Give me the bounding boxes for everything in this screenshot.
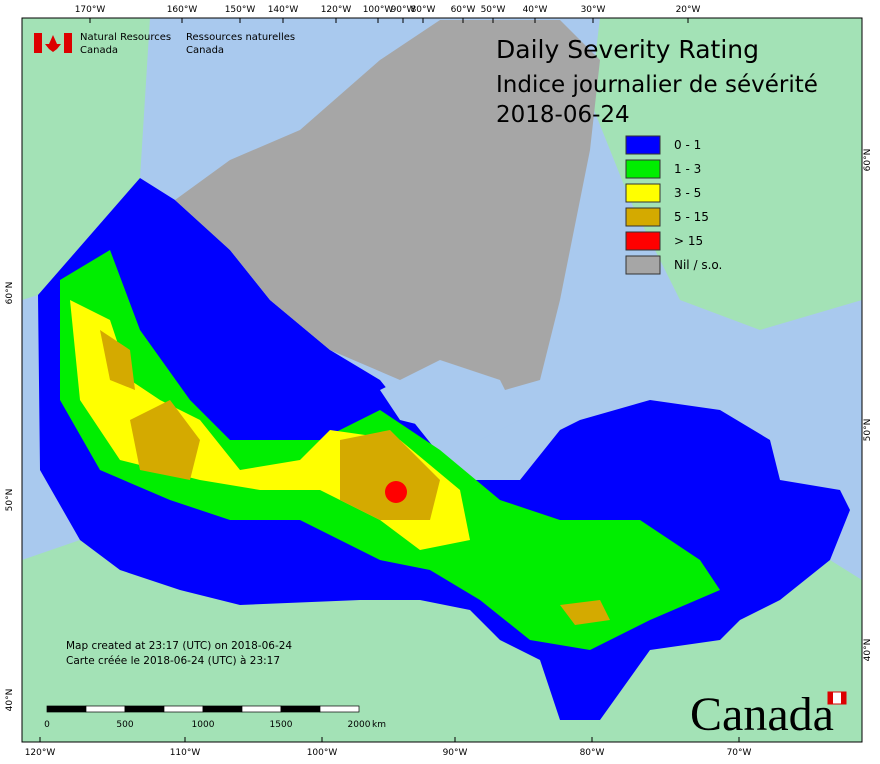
scale-label: 500	[116, 720, 133, 730]
axis-label: 120°W	[25, 748, 56, 758]
axis-label: 50°N	[5, 489, 15, 512]
scale-segment	[163, 705, 204, 713]
scale-label: 2000	[348, 720, 371, 730]
axis-label: 90°W	[443, 748, 468, 758]
scale-segment	[202, 705, 243, 713]
axis-label: 150°W	[225, 5, 256, 15]
wordmark: Canada	[690, 688, 834, 741]
axis-label: 140°W	[268, 5, 299, 15]
flag-leaf	[45, 35, 61, 52]
region	[560, 600, 610, 625]
agency: Ressources naturelles	[186, 32, 295, 43]
axis-label: 40°N	[5, 689, 15, 712]
date: 2018-06-24	[496, 102, 630, 128]
legend-label: 1 - 3	[674, 162, 701, 176]
agency: Canada	[186, 45, 224, 56]
legend-swatch	[625, 183, 661, 203]
axis-label: 60°N	[863, 149, 873, 172]
flag-bar	[64, 33, 72, 53]
flag-bar	[841, 692, 846, 704]
scale-segment	[319, 705, 360, 713]
axis-label: 40°W	[523, 5, 548, 15]
axis-label: 80°W	[411, 5, 436, 15]
axis-label: 160°W	[167, 5, 198, 15]
axis-label: 70°W	[727, 748, 752, 758]
flag-bar	[828, 692, 833, 704]
axis-label: 120°W	[321, 5, 352, 15]
axis-label: 20°W	[676, 5, 701, 15]
legend-swatch	[625, 207, 661, 227]
legend-label: Nil / s.o.	[674, 258, 722, 272]
frame	[21, 17, 863, 743]
axis-label: 80°W	[580, 748, 605, 758]
legend-swatch	[625, 135, 661, 155]
axis-label: 170°W	[75, 5, 106, 15]
legend-label: 5 - 15	[674, 210, 709, 224]
agency: Natural Resources	[80, 32, 171, 43]
greenland	[590, 18, 862, 330]
scale-segment	[85, 705, 126, 713]
legend-label: > 15	[674, 234, 703, 248]
scale-segment	[241, 705, 282, 713]
axis-label: 60°N	[5, 282, 15, 305]
region	[175, 20, 600, 400]
legend-swatch	[625, 231, 661, 251]
region	[130, 400, 200, 480]
scale-segment	[46, 705, 87, 713]
usa	[22, 540, 862, 742]
legend-swatch	[625, 159, 661, 179]
footer-note: Map created at 23:17 (UTC) on 2018-06-24	[66, 640, 292, 652]
agency: Canada	[80, 45, 118, 56]
axis-label: 90°W	[391, 5, 416, 15]
axis-label: 100°W	[363, 5, 394, 15]
scale-segment	[280, 705, 321, 713]
axis-label: 50°N	[863, 419, 873, 442]
axis-label: 100°W	[307, 748, 338, 758]
axis-label: 50°W	[481, 5, 506, 15]
footer-note: Carte créée le 2018-06-24 (UTC) à 23:17	[66, 655, 280, 667]
flag-bar	[34, 33, 42, 53]
scale-label: 1000	[192, 720, 215, 730]
axis-label: 40°N	[863, 639, 873, 662]
scale-label: 0	[44, 720, 50, 730]
alaska	[22, 18, 150, 300]
region	[385, 481, 407, 503]
legend-label: 0 - 1	[674, 138, 701, 152]
region	[340, 430, 440, 520]
axis-label: 110°W	[170, 748, 201, 758]
legend-label: 3 - 5	[674, 186, 701, 200]
axis-label: 60°W	[451, 5, 476, 15]
scale-segment	[124, 705, 165, 713]
scale-unit: km	[372, 720, 386, 730]
scale-label: 1500	[270, 720, 293, 730]
title: Daily Severity Rating	[496, 35, 759, 64]
legend-swatch	[625, 255, 661, 275]
axis-label: 30°W	[581, 5, 606, 15]
subtitle: Indice journalier de sévérité	[496, 72, 818, 98]
region	[100, 330, 135, 390]
hudson-bay	[380, 360, 520, 440]
